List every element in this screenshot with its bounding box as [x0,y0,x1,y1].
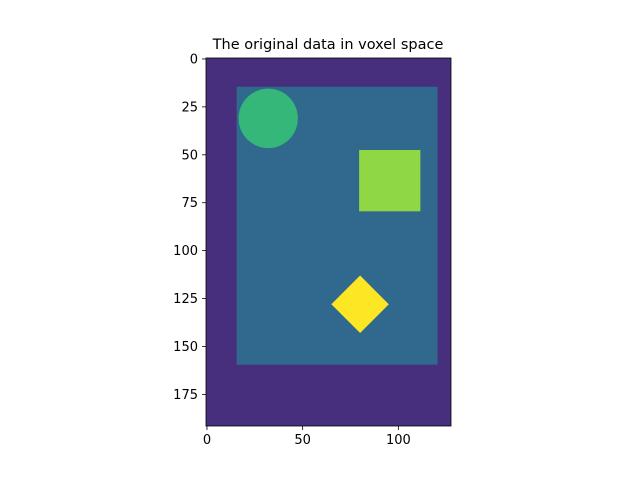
y-tick-label-150: 150 [173,340,198,355]
axes-frame [205,57,452,427]
y-tick-label-0: 0 [190,52,198,67]
y-tick-label-100: 100 [173,244,198,259]
y-tick-label-50: 50 [181,148,198,163]
chart-title: The original data in voxel space [212,37,444,53]
x-tick-label-50: 50 [294,433,311,448]
region-diamond [331,275,389,334]
y-axis: 0 25 50 75 100 125 150 175 [173,52,206,403]
region-circle [238,88,298,149]
y-tick-label-75: 75 [181,196,198,211]
plot-area [205,57,452,427]
y-tick-label-25: 25 [181,100,198,115]
x-tick-label-100: 100 [386,433,411,448]
x-tick-label-0: 0 [203,433,211,448]
y-tick-label-175: 175 [173,388,198,403]
region-square [359,150,421,212]
y-tick-label-125: 125 [173,292,198,307]
x-axis: 0 50 100 [203,426,411,448]
